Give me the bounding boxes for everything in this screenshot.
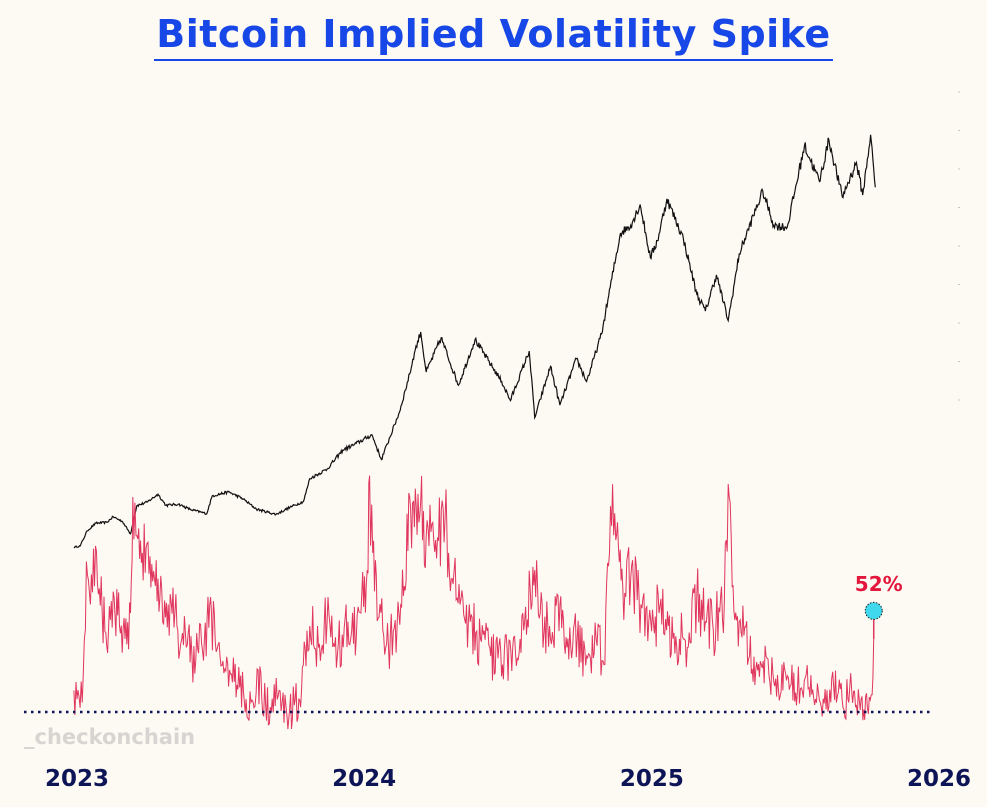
x-tick-label: 2026 (907, 766, 971, 792)
chart-title-text: Bitcoin Implied Volatility Spike (154, 12, 833, 61)
right-axis-ticks (958, 91, 960, 401)
x-tick-label: 2023 (45, 766, 109, 792)
watermark: _checkonchain (24, 725, 195, 749)
x-axis-ticks: 2023 2024 2025 2026 (45, 766, 971, 792)
x-tick-label: 2024 (332, 766, 396, 792)
annotation-marker (864, 601, 883, 620)
implied-volatility-series-line (73, 475, 875, 730)
price-series-line (73, 134, 876, 549)
annotation-label: 52% (855, 572, 903, 596)
x-tick-label: 2025 (620, 766, 684, 792)
chart-title: Bitcoin Implied Volatility Spike (0, 12, 987, 61)
